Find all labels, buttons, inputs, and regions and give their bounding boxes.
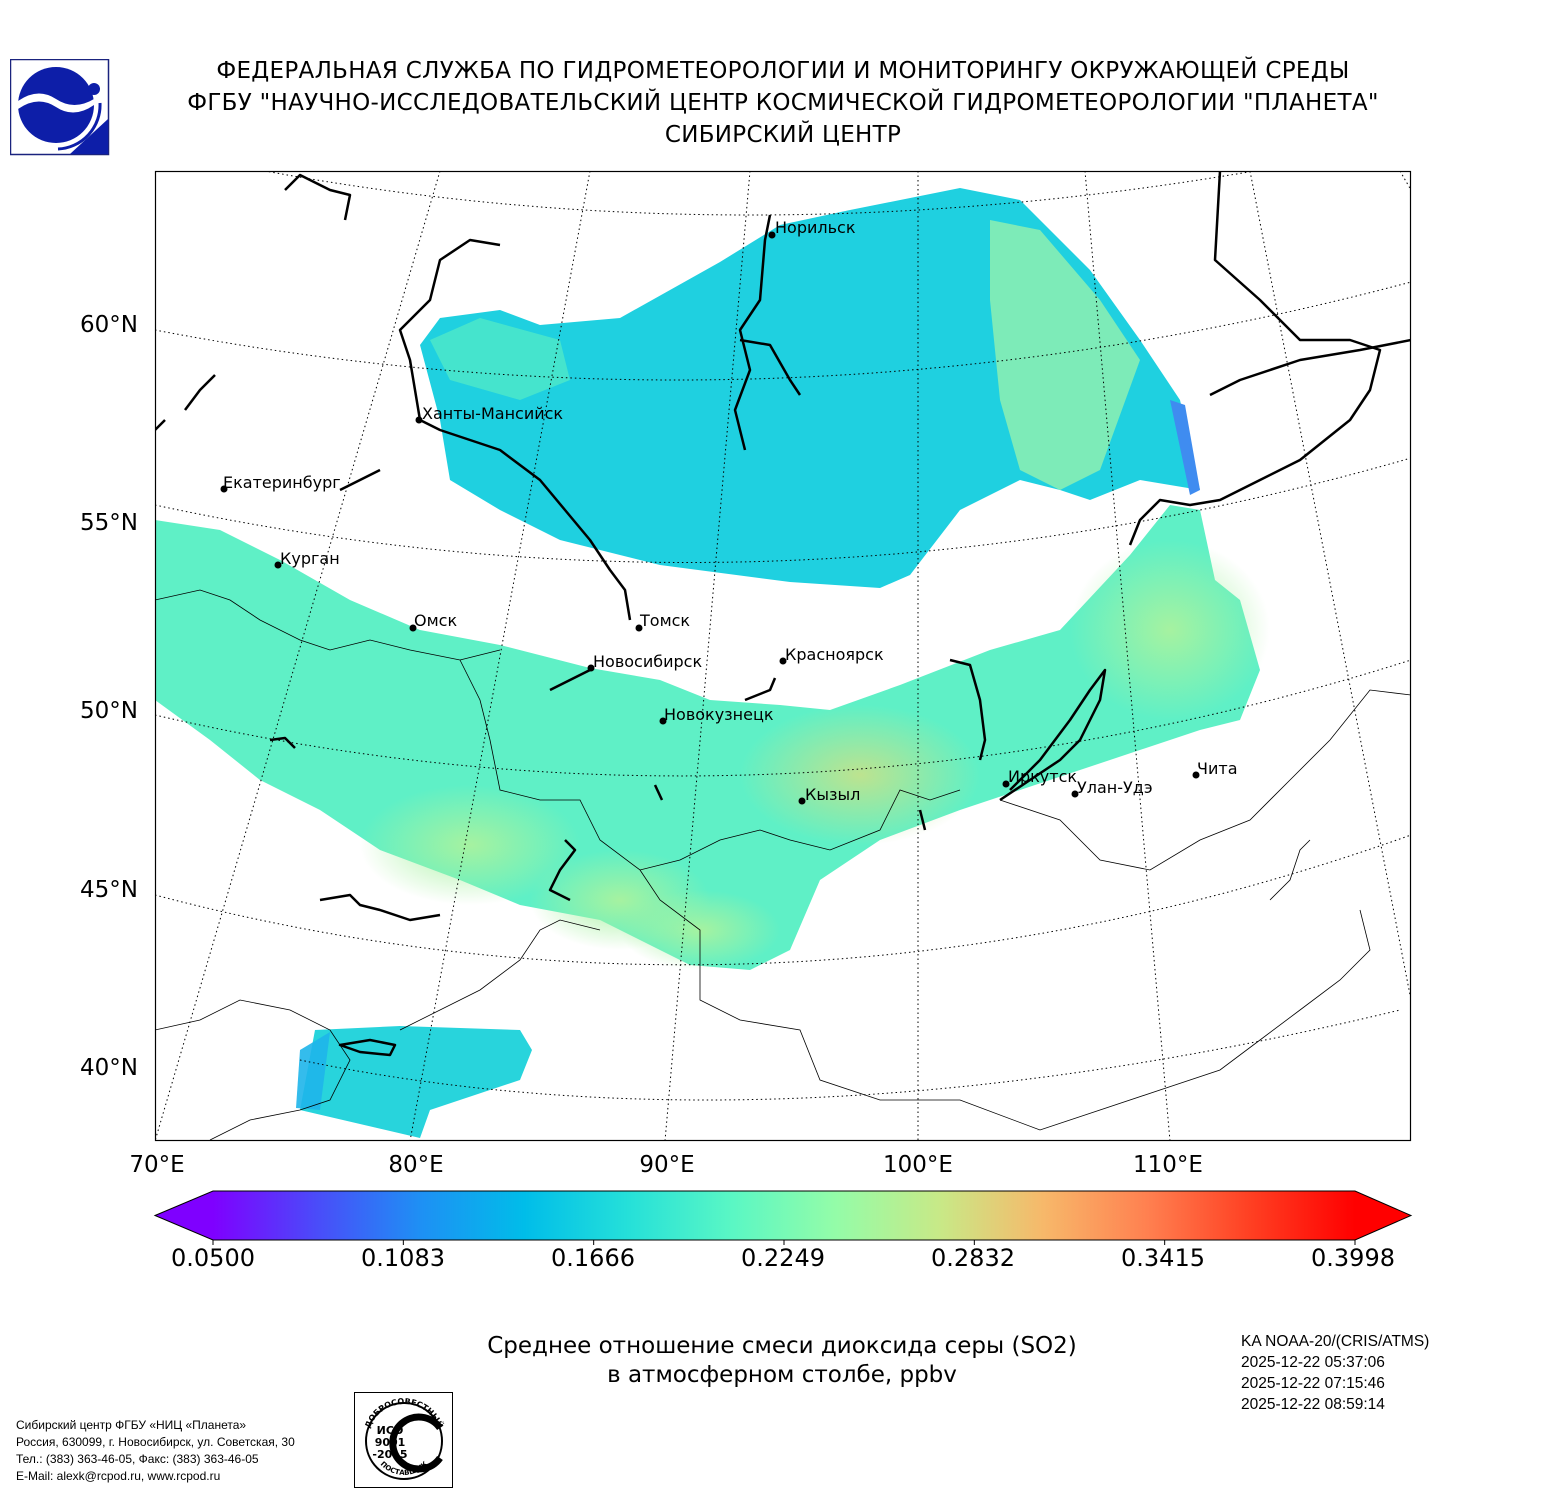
contact-line: Сибирский центр ФГБУ «НИЦ «Планета» bbox=[16, 1418, 247, 1432]
city-marker-novokuznetsk bbox=[659, 717, 667, 725]
city-label-chita: Чита bbox=[1197, 759, 1238, 778]
city-marker-kyzyl bbox=[798, 797, 806, 805]
colorbar-tick-label: 0.2832 bbox=[931, 1244, 1015, 1272]
colorbar-max-extend bbox=[1355, 1191, 1411, 1240]
iso-9001-logo-icon: ДОБРОСОВЕСТНЫЙ ПОСТАВЩИК ИСО 9001 -2015 bbox=[354, 1392, 453, 1488]
caption-line-1: Среднее отношение смеси диоксида серы (S… bbox=[487, 1333, 1077, 1359]
header-line-3: СИБИРСКИЙ ЦЕНТР bbox=[664, 122, 902, 148]
lon-label-110: 110°E bbox=[1133, 1152, 1203, 1178]
city-marker-tomsk bbox=[635, 624, 643, 632]
svg-text:ИСО: ИСО bbox=[377, 1424, 404, 1437]
satellite-time: 2025-12-22 07:15:46 bbox=[1241, 1375, 1385, 1392]
lat-label-40: 40°N bbox=[80, 1055, 138, 1081]
map-frame bbox=[154, 170, 1412, 1142]
lon-label-80: 80°E bbox=[388, 1152, 444, 1178]
colorbar-min-extend bbox=[155, 1191, 213, 1240]
lat-label-60: 60°N bbox=[80, 312, 138, 338]
city-marker-irkutsk bbox=[1002, 780, 1010, 788]
header-line-2: ФГБУ "НАУЧНО-ИССЛЕДОВАТЕЛЬСКИЙ ЦЕНТР КОС… bbox=[187, 90, 1379, 116]
colorbar-tick-label: 0.1083 bbox=[361, 1244, 445, 1272]
caption-line-2: в атмосферном столбе, ppbv bbox=[607, 1362, 957, 1388]
colorbar-tick-label: 0.0500 bbox=[171, 1244, 255, 1272]
city-marker-chita bbox=[1192, 771, 1200, 779]
contact-line: Тел.: (383) 363-46-05, Факс: (383) 363-4… bbox=[16, 1452, 259, 1466]
city-label-omsk: Омск bbox=[414, 611, 458, 630]
city-marker-khanty-mansiysk bbox=[415, 416, 423, 424]
city-marker-norilsk bbox=[768, 231, 776, 239]
satellite-name: KA NOAA-20/(CRIS/ATMS) bbox=[1241, 1333, 1430, 1350]
city-label-novokuznetsk: Новокузнецк bbox=[664, 705, 774, 724]
city-marker-kurgan bbox=[274, 561, 282, 569]
lat-label-55: 55°N bbox=[80, 510, 138, 536]
city-label-irkutsk: Иркутск bbox=[1008, 767, 1078, 786]
city-label-yekaterinburg: Екатеринбург bbox=[223, 473, 341, 492]
city-label-krasnoyarsk: Красноярск bbox=[785, 645, 884, 664]
lon-label-70: 70°E bbox=[129, 1152, 185, 1178]
contact-line: Россия, 630099, г. Новосибирск, ул. Сове… bbox=[16, 1435, 295, 1449]
city-marker-ulan-ude bbox=[1071, 790, 1079, 798]
city-label-ulan-ude: Улан-Удэ bbox=[1077, 778, 1153, 797]
satellite-time: 2025-12-22 08:59:14 bbox=[1241, 1396, 1385, 1413]
lon-label-90: 90°E bbox=[639, 1152, 695, 1178]
colorbar-tick-label: 0.2249 bbox=[741, 1244, 825, 1272]
city-marker-novosibirsk bbox=[587, 664, 595, 672]
city-marker-krasnoyarsk bbox=[779, 657, 787, 665]
lat-label-50: 50°N bbox=[80, 698, 138, 724]
city-label-norilsk: Норильск bbox=[775, 218, 856, 237]
city-label-tomsk: Томск bbox=[640, 611, 691, 630]
city-label-kurgan: Курган bbox=[280, 549, 340, 568]
colorbar-tick-label: 0.1666 bbox=[551, 1244, 635, 1272]
colorbar-tick-label: 0.3415 bbox=[1121, 1244, 1205, 1272]
svg-text:9001: 9001 bbox=[375, 1436, 406, 1449]
city-marker-omsk bbox=[409, 624, 417, 632]
colorbar-tick-label: 0.3998 bbox=[1311, 1244, 1395, 1272]
city-marker-yekaterinburg bbox=[220, 485, 228, 493]
svg-text:-2015: -2015 bbox=[372, 1448, 407, 1461]
header-line-1: ФЕДЕРАЛЬНАЯ СЛУЖБА ПО ГИДРОМЕТЕОРОЛОГИИ … bbox=[216, 58, 1350, 84]
city-label-novosibirsk: Новосибирск bbox=[593, 652, 703, 671]
roshydromet-logo-icon bbox=[10, 59, 110, 156]
lon-label-100: 100°E bbox=[883, 1152, 953, 1178]
city-label-kyzyl: Кызыл bbox=[805, 785, 861, 804]
colorbar bbox=[153, 1190, 1413, 1245]
city-label-khanty-mansiysk: Ханты-Мансийск bbox=[422, 404, 564, 423]
satellite-time: 2025-12-22 05:37:06 bbox=[1241, 1354, 1385, 1371]
lat-label-45: 45°N bbox=[80, 877, 138, 903]
contact-line: E-Mail: alexk@rcpod.ru, www.rcpod.ru bbox=[16, 1469, 221, 1483]
southwest-swath bbox=[300, 1026, 532, 1138]
colorbar-body bbox=[213, 1191, 1355, 1240]
